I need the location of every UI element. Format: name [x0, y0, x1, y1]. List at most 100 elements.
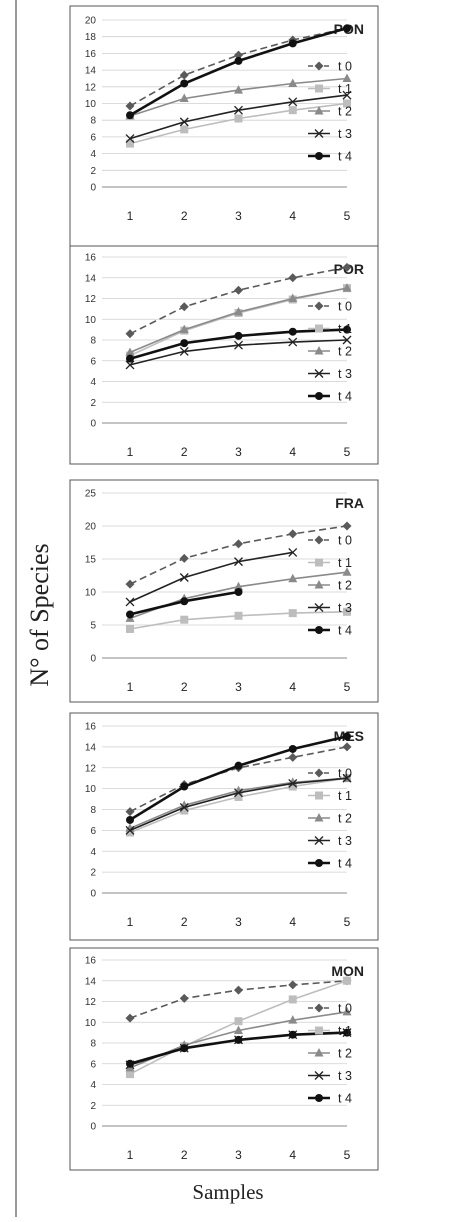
- triangle-marker: [288, 573, 298, 583]
- x-marker: [234, 557, 243, 567]
- circle-marker: [343, 24, 351, 33]
- legend-label: t 0: [338, 300, 352, 314]
- y-tick-label: 14: [85, 742, 97, 753]
- legend-entry: t 4: [308, 1092, 352, 1106]
- triangle-marker: [234, 581, 243, 591]
- x-marker-stroke: [179, 117, 189, 127]
- legend-label: t 4: [338, 390, 352, 404]
- x-tick-label: 3: [235, 1148, 242, 1162]
- y-tick-label: 4: [90, 377, 96, 388]
- x-marker: [314, 836, 324, 845]
- square-marker: [180, 806, 189, 815]
- x-marker: [342, 90, 352, 100]
- x-marker: [179, 117, 189, 127]
- square-marker: [315, 791, 323, 800]
- triangle-marker: [342, 567, 352, 576]
- x-marker-stroke: [179, 346, 189, 356]
- circle-marker: [234, 1035, 243, 1044]
- x-marker: [179, 346, 189, 356]
- triangle-marker: [288, 293, 298, 302]
- legend-label: t 2: [338, 1047, 352, 1061]
- legend-entry: t 3: [308, 127, 352, 141]
- y-tick-label: 20: [85, 522, 97, 533]
- diamond-marker: [234, 50, 243, 60]
- series-t3: [125, 335, 352, 370]
- y-tick-label: 4: [90, 847, 96, 858]
- square-marker: [126, 139, 134, 148]
- y-tick-label: 5: [90, 621, 96, 632]
- legend-label: t 1: [338, 789, 352, 803]
- circle-marker: [343, 732, 351, 741]
- y-tick-label: 25: [85, 489, 97, 500]
- y-tick-label: 12: [85, 997, 97, 1008]
- legend-entry: t 0: [308, 60, 352, 74]
- chart-border: [69, 5, 379, 259]
- legend-entry: t 3: [308, 834, 352, 848]
- circle-marker: [288, 744, 297, 753]
- x-tick-label: 2: [181, 680, 188, 694]
- chart-panel-fra: 0 5 10 15 20 25 1 2 3 4 5 FRA t 0 t 1 t 2 t 3 t 4: [69, 479, 379, 703]
- x-marker-stroke: [234, 788, 243, 798]
- y-tick-label: 20: [85, 16, 97, 27]
- circle-marker: [180, 79, 189, 88]
- square-marker: [315, 1026, 323, 1035]
- series-t0: [125, 262, 352, 339]
- square-marker: [234, 792, 243, 801]
- square-marker: [180, 615, 189, 624]
- y-tick-label: 14: [85, 66, 97, 77]
- x-tick-label: 2: [181, 445, 188, 459]
- legend-label: t 0: [338, 60, 352, 74]
- diamond-marker: [288, 529, 298, 539]
- x-marker-stroke: [342, 335, 352, 345]
- square-marker: [126, 828, 134, 837]
- chart-title: MON: [331, 963, 364, 979]
- circle-marker: [315, 626, 323, 634]
- legend-entry: t 4: [308, 150, 352, 164]
- x-marker: [125, 597, 135, 607]
- x-marker-stroke: [125, 597, 135, 607]
- diamond-marker: [234, 539, 243, 549]
- x-marker: [314, 369, 324, 378]
- x-tick-label: 2: [181, 209, 188, 223]
- square-marker: [234, 114, 243, 123]
- x-tick-label: 5: [344, 445, 351, 459]
- triangle-marker: [288, 78, 298, 87]
- y-tick-label: 16: [85, 956, 97, 967]
- x-marker: [179, 802, 189, 812]
- square-marker: [288, 106, 297, 115]
- chart-border: [69, 712, 379, 941]
- x-marker: [125, 134, 135, 144]
- legend-label: t 4: [338, 624, 352, 638]
- circle-marker: [315, 152, 323, 160]
- x-tick-label: 4: [289, 445, 296, 459]
- x-marker-stroke: [342, 773, 352, 783]
- legend-entry: t 1: [308, 82, 352, 96]
- legend-label: t 3: [338, 1069, 352, 1083]
- legend-label: t 2: [338, 105, 352, 119]
- x-marker: [125, 360, 135, 370]
- x-marker: [234, 340, 243, 350]
- series-t1: [126, 607, 351, 633]
- diamond-marker: [314, 768, 324, 778]
- legend-entry: t 0: [308, 1002, 352, 1016]
- y-tick-label: 8: [90, 336, 96, 347]
- x-marker-stroke: [234, 105, 243, 115]
- x-marker-stroke: [288, 778, 298, 788]
- series-line: [129, 746, 348, 813]
- legend-label: t 0: [338, 767, 352, 781]
- x-axis-title: Samples: [192, 1180, 264, 1204]
- circle-marker: [126, 815, 134, 824]
- x-marker-stroke: [125, 360, 135, 370]
- legend-entry: t 1: [308, 1024, 352, 1038]
- circle-marker: [126, 111, 134, 120]
- triangle-marker: [314, 813, 324, 822]
- legend-label: t 4: [338, 857, 352, 871]
- x-marker-stroke: [125, 134, 135, 144]
- x-tick-label: 2: [181, 915, 188, 929]
- x-marker-stroke: [288, 97, 298, 107]
- triangle-marker: [179, 93, 189, 102]
- legend-entry: t 1: [308, 789, 352, 803]
- series-t4: [126, 24, 351, 120]
- diamond-marker: [125, 579, 135, 589]
